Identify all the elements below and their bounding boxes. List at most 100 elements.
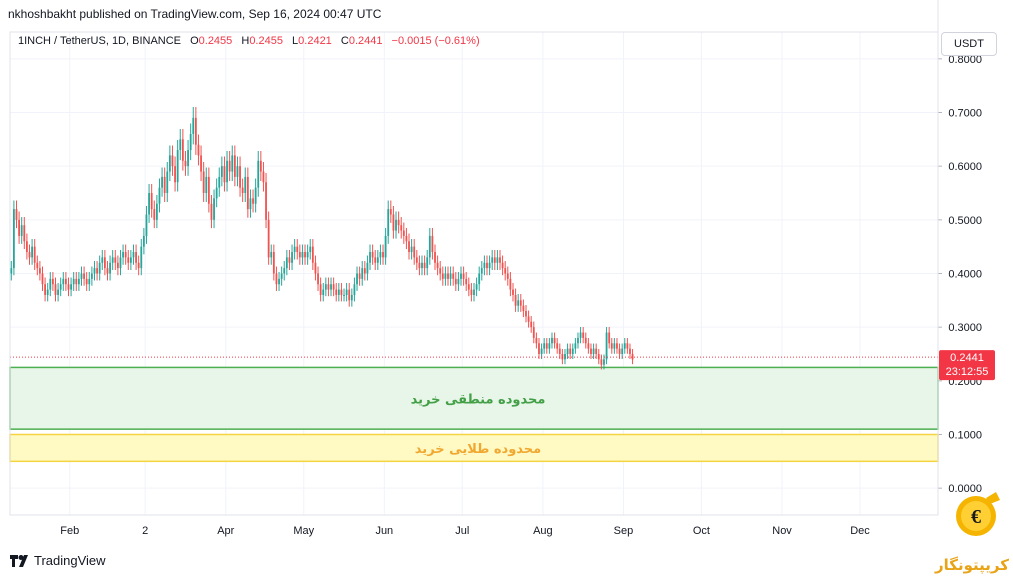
candle-body (556, 343, 559, 349)
candle-body (400, 225, 403, 231)
candle-body (158, 187, 161, 204)
candle-body (210, 203, 213, 220)
candle-body (197, 144, 200, 156)
tradingview-brand: TradingView (34, 553, 106, 568)
ohlc-legend: 1INCH / TetherUS, 1D, BINANCE O0.2455 H0… (18, 35, 480, 47)
candle-body (259, 160, 262, 172)
candle-body (402, 230, 405, 236)
candle-body (558, 348, 561, 354)
candle-body (28, 252, 31, 258)
candle-body (283, 268, 286, 274)
candle-body (49, 278, 52, 290)
candle-body (413, 246, 416, 258)
candle-body (148, 193, 150, 215)
candle-body (239, 166, 241, 188)
candle-body (101, 257, 104, 263)
currency-button[interactable]: USDT (941, 32, 997, 56)
tradingview-logo[interactable]: TradingView (10, 553, 106, 568)
candle-body (285, 257, 288, 269)
candle-body (428, 235, 431, 258)
candle-body (257, 160, 260, 188)
candle-body (574, 343, 577, 349)
candle-body (387, 209, 390, 236)
candle-body (488, 262, 491, 269)
candle-body (77, 278, 80, 285)
watermark-text: کریپتونگار (934, 556, 1009, 575)
candle-body (194, 117, 197, 145)
candle-body (473, 289, 475, 295)
candle-body (202, 171, 205, 193)
candle-body (293, 246, 296, 253)
candle-body (38, 268, 41, 274)
candle-body (569, 348, 572, 354)
candle-body (571, 348, 574, 354)
candle-body (444, 273, 447, 279)
candle-body (600, 359, 603, 365)
candle-body (93, 268, 96, 274)
candle-body (153, 209, 156, 220)
x-tick-label: Feb (60, 525, 79, 537)
candle-body (249, 198, 252, 210)
candle-body (319, 284, 322, 295)
y-tick-label: 0.1000 (948, 430, 982, 442)
candle-body (452, 273, 455, 279)
candle-body (501, 262, 504, 269)
candle-body (220, 166, 223, 177)
candle-body (306, 252, 309, 258)
candle-body (361, 268, 364, 279)
x-tick-label: Sep (614, 525, 634, 537)
y-tick-label: 0.4000 (948, 269, 982, 281)
candle-body (371, 252, 374, 258)
candle-body (436, 262, 439, 269)
candle-body (31, 246, 34, 258)
candle-body (496, 257, 499, 263)
candle-body (324, 284, 327, 290)
candle-body (41, 273, 44, 285)
candle-body (629, 348, 631, 354)
candle-body (608, 332, 611, 344)
candle-body (192, 117, 195, 134)
change-value: −0.0015 (−0.61%) (391, 35, 480, 47)
candle-body (623, 343, 626, 349)
x-tick-label: Apr (217, 525, 234, 537)
candle-body (278, 278, 280, 285)
candle-body (506, 273, 509, 279)
candle-body (254, 187, 257, 204)
candle-body (532, 327, 535, 338)
candle-body (332, 284, 335, 290)
candle-body (272, 252, 275, 274)
candle-body (18, 219, 21, 236)
x-tick-label: Jul (455, 525, 469, 537)
y-tick-label: 0.5000 (948, 215, 982, 227)
candle-body (62, 278, 65, 285)
candle-body (163, 176, 166, 193)
candle-body (335, 289, 338, 295)
candle-body (462, 273, 465, 279)
candle-body (314, 262, 317, 274)
symbol-label[interactable]: 1INCH / TetherUS, 1D, BINANCE (18, 35, 182, 47)
candle-body (551, 337, 553, 344)
candle-body (70, 284, 72, 290)
candle-body (304, 252, 306, 258)
candle-body (231, 155, 234, 172)
candle-body (83, 273, 85, 279)
open-value: 0.2455 (198, 35, 233, 47)
candle-body (215, 187, 218, 199)
candle-body (631, 354, 634, 360)
candle-body (111, 257, 114, 263)
candle-body (418, 262, 421, 269)
candle-body (465, 278, 468, 285)
candle-body (337, 289, 340, 295)
candle-body (564, 354, 566, 360)
candle-body (140, 246, 143, 269)
candle-body (179, 139, 182, 151)
x-tick-label: Nov (772, 525, 792, 537)
candle-body (54, 284, 57, 295)
candle-body (480, 268, 483, 274)
candle-body (343, 294, 345, 296)
candle-body (397, 219, 400, 226)
candle-body (441, 273, 444, 279)
candle-body (205, 176, 208, 193)
candle-body (517, 300, 520, 306)
